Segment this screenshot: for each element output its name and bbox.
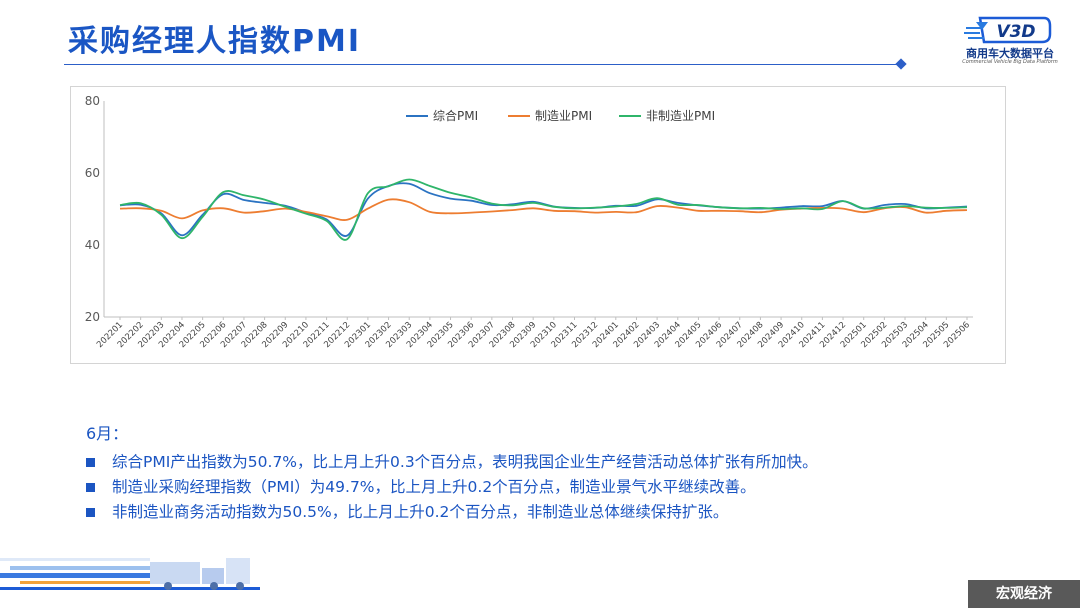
y-tick-label: 80 <box>85 94 100 108</box>
note-text: 综合PMI产出指数为50.7%，比上月上升0.3个百分点，表明我国企业生产经营活… <box>112 453 818 471</box>
bullet-square-icon <box>86 483 95 492</box>
legend-label: 制造业PMI <box>535 109 592 123</box>
logo-english-name: Commercial Vehicle Big Data Platform <box>962 59 1058 65</box>
legend-label: 综合PMI <box>433 108 478 123</box>
y-tick-label: 60 <box>85 166 100 180</box>
notes-month-label: 6月： <box>86 424 129 443</box>
note-text: 非制造业商务活动指数为50.5%，比上月上升0.2个百分点，非制造业总体继续保持… <box>112 503 729 521</box>
y-tick-label: 20 <box>85 310 100 324</box>
bullet-square-icon <box>86 458 95 467</box>
page-title: 采购经理人指数PMI <box>68 24 362 59</box>
bullet-square-icon <box>86 508 95 517</box>
pmi-line-chart: 2040608020220120220220220320220420220520… <box>85 94 973 350</box>
pmi-chart-panel: 20 40 60 80 202201 202202 202203 202204 202205 20… <box>70 86 1006 364</box>
y-tick-label: 40 <box>85 238 100 252</box>
note-text: 制造业采购经理指数（PMI）为49.7%，比上月上升0.2个百分点，制造业景气水… <box>112 478 756 496</box>
title-divider <box>64 64 904 65</box>
notes-panel: 6月： 综合PMI产出指数为50.7%，比上月上升0.3个百分点，表明我国企业生… <box>86 420 986 525</box>
truck-speed-decoration-icon <box>0 558 260 590</box>
note-item: 综合PMI产出指数为50.7%，比上月上升0.3个百分点，表明我国企业生产经营活… <box>86 450 986 475</box>
logo-chinese-name: 商用车大数据平台 <box>966 47 1054 60</box>
series-line-3 <box>119 178 968 241</box>
title-divider-diamond <box>895 58 907 70</box>
note-item: 制造业采购经理指数（PMI）为49.7%，比上月上升0.2个百分点，制造业景气水… <box>86 475 986 500</box>
section-tag: 宏观经济 <box>968 580 1080 608</box>
logo-mark-text: V3D <box>996 22 1035 42</box>
brand-logo-icon: V3D <box>964 16 1052 44</box>
legend-label: 非制造业PMI <box>646 109 715 123</box>
note-item: 非制造业商务活动指数为50.5%，比上月上升0.2个百分点，非制造业总体继续保持… <box>86 500 986 525</box>
